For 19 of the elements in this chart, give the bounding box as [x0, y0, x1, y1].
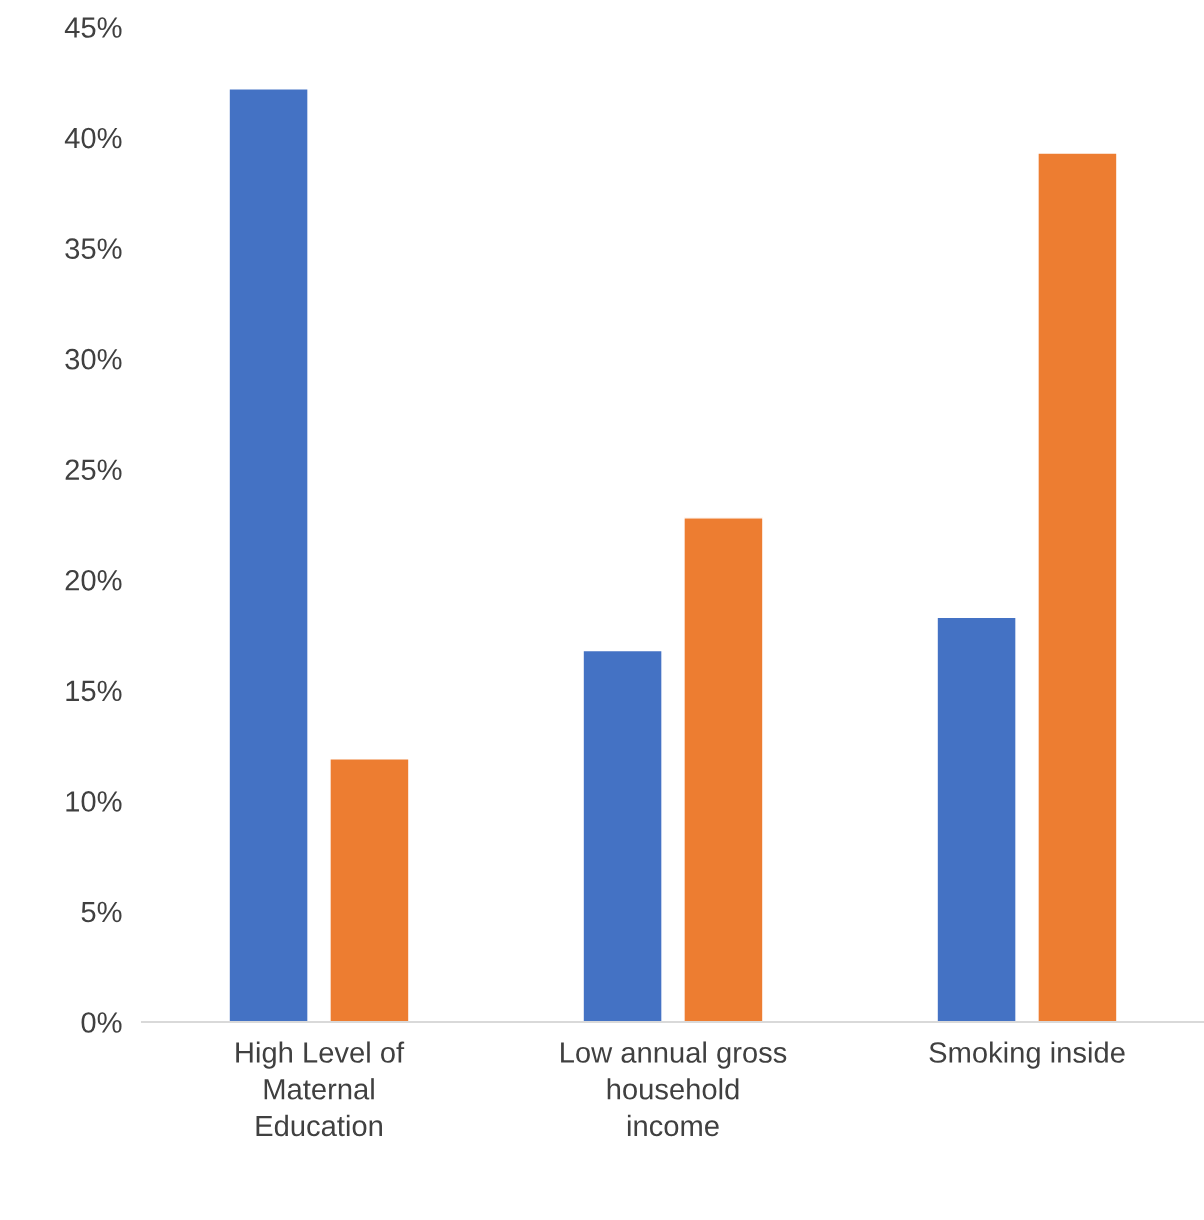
y-tick-label: 25%: [65, 459, 122, 481]
y-tick-label: 20%: [65, 569, 122, 591]
y-tick-label: 35%: [65, 238, 122, 259]
bar: [329, 758, 410, 1022]
y-tick-label: 45%: [64, 17, 122, 38]
bar: [228, 88, 309, 1022]
y-tick-label: 5%: [81, 901, 122, 923]
x-tick-label: Smoking inside: [929, 1041, 1125, 1069]
y-tick-label: 10%: [66, 791, 122, 812]
x-tick-label: Low annual gross household income: [561, 1041, 787, 1137]
bar: [683, 517, 764, 1022]
y-tick-label: 15%: [66, 680, 122, 702]
bar: [1037, 152, 1118, 1022]
y-tick-label: 40%: [64, 127, 122, 149]
bar: [936, 616, 1017, 1022]
y-tick-label: 30%: [65, 348, 122, 370]
x-tick-label: High Level of Maternal Education: [236, 1041, 405, 1137]
bar: [582, 649, 663, 1022]
y-tick-label: 0%: [81, 1012, 122, 1033]
